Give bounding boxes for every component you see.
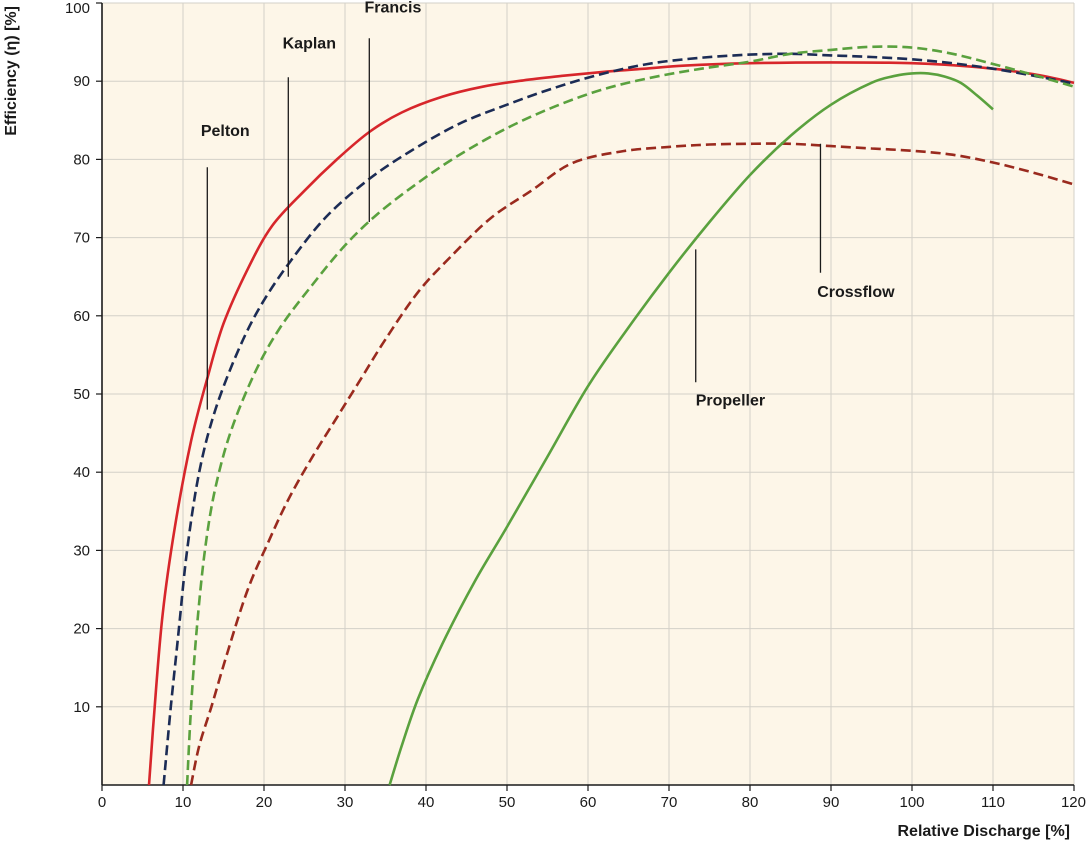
y-tick-label: 90 <box>73 73 90 90</box>
x-tick-label: 60 <box>580 794 597 811</box>
x-tick-label: 80 <box>742 794 759 811</box>
x-tick-label: 100 <box>899 794 924 811</box>
x-tick-label: 70 <box>661 794 678 811</box>
curve-label-kaplan: Kaplan <box>283 35 336 52</box>
y-tick-label: 50 <box>73 386 90 403</box>
y-tick-label: 10 <box>73 699 90 716</box>
x-tick-label: 20 <box>256 794 273 811</box>
y-tick-label: 80 <box>73 151 90 168</box>
x-tick-label: 90 <box>823 794 840 811</box>
y-tick-label: 100 <box>65 0 90 17</box>
curve-label-propeller: Propeller <box>696 393 765 410</box>
y-tick-label: 40 <box>73 464 90 481</box>
curve-label-pelton: Pelton <box>201 123 250 140</box>
series-line-crossflow <box>189 142 1075 786</box>
y-axis-title: Efficiency (η) [%] <box>3 6 20 136</box>
curve-annotations: Pelton Kaplan Francis Crossflow Propeller <box>201 0 895 410</box>
tick-labels: 0 10 20 30 40 50 60 70 80 90 100 110 120 10 20 30 40 50 60… <box>65 0 1086 811</box>
x-tick-label: 110 <box>981 794 1005 811</box>
curve-label-francis: Francis <box>364 0 421 16</box>
series-line-propeller <box>388 71 994 786</box>
x-tick-label: 30 <box>337 794 354 811</box>
y-tick-label: 30 <box>73 542 90 559</box>
y-tick-label: 20 <box>73 621 90 638</box>
x-tick-label: 10 <box>175 794 192 811</box>
series-lines <box>147 45 1075 786</box>
x-tick-label: 0 <box>98 794 106 811</box>
curve-label-crossflow: Crossflow <box>817 284 895 301</box>
y-tick-label: 70 <box>73 230 90 247</box>
x-tick-label: 120 <box>1061 794 1086 811</box>
x-axis-title: Relative Discharge [%] <box>897 823 1070 840</box>
series-line-francis <box>185 45 1075 786</box>
x-tick-label: 40 <box>418 794 435 811</box>
y-tick-label: 60 <box>73 308 90 325</box>
series-line-pelton <box>147 61 1075 786</box>
x-tick-label: 50 <box>499 794 516 811</box>
grid <box>102 2 1075 785</box>
